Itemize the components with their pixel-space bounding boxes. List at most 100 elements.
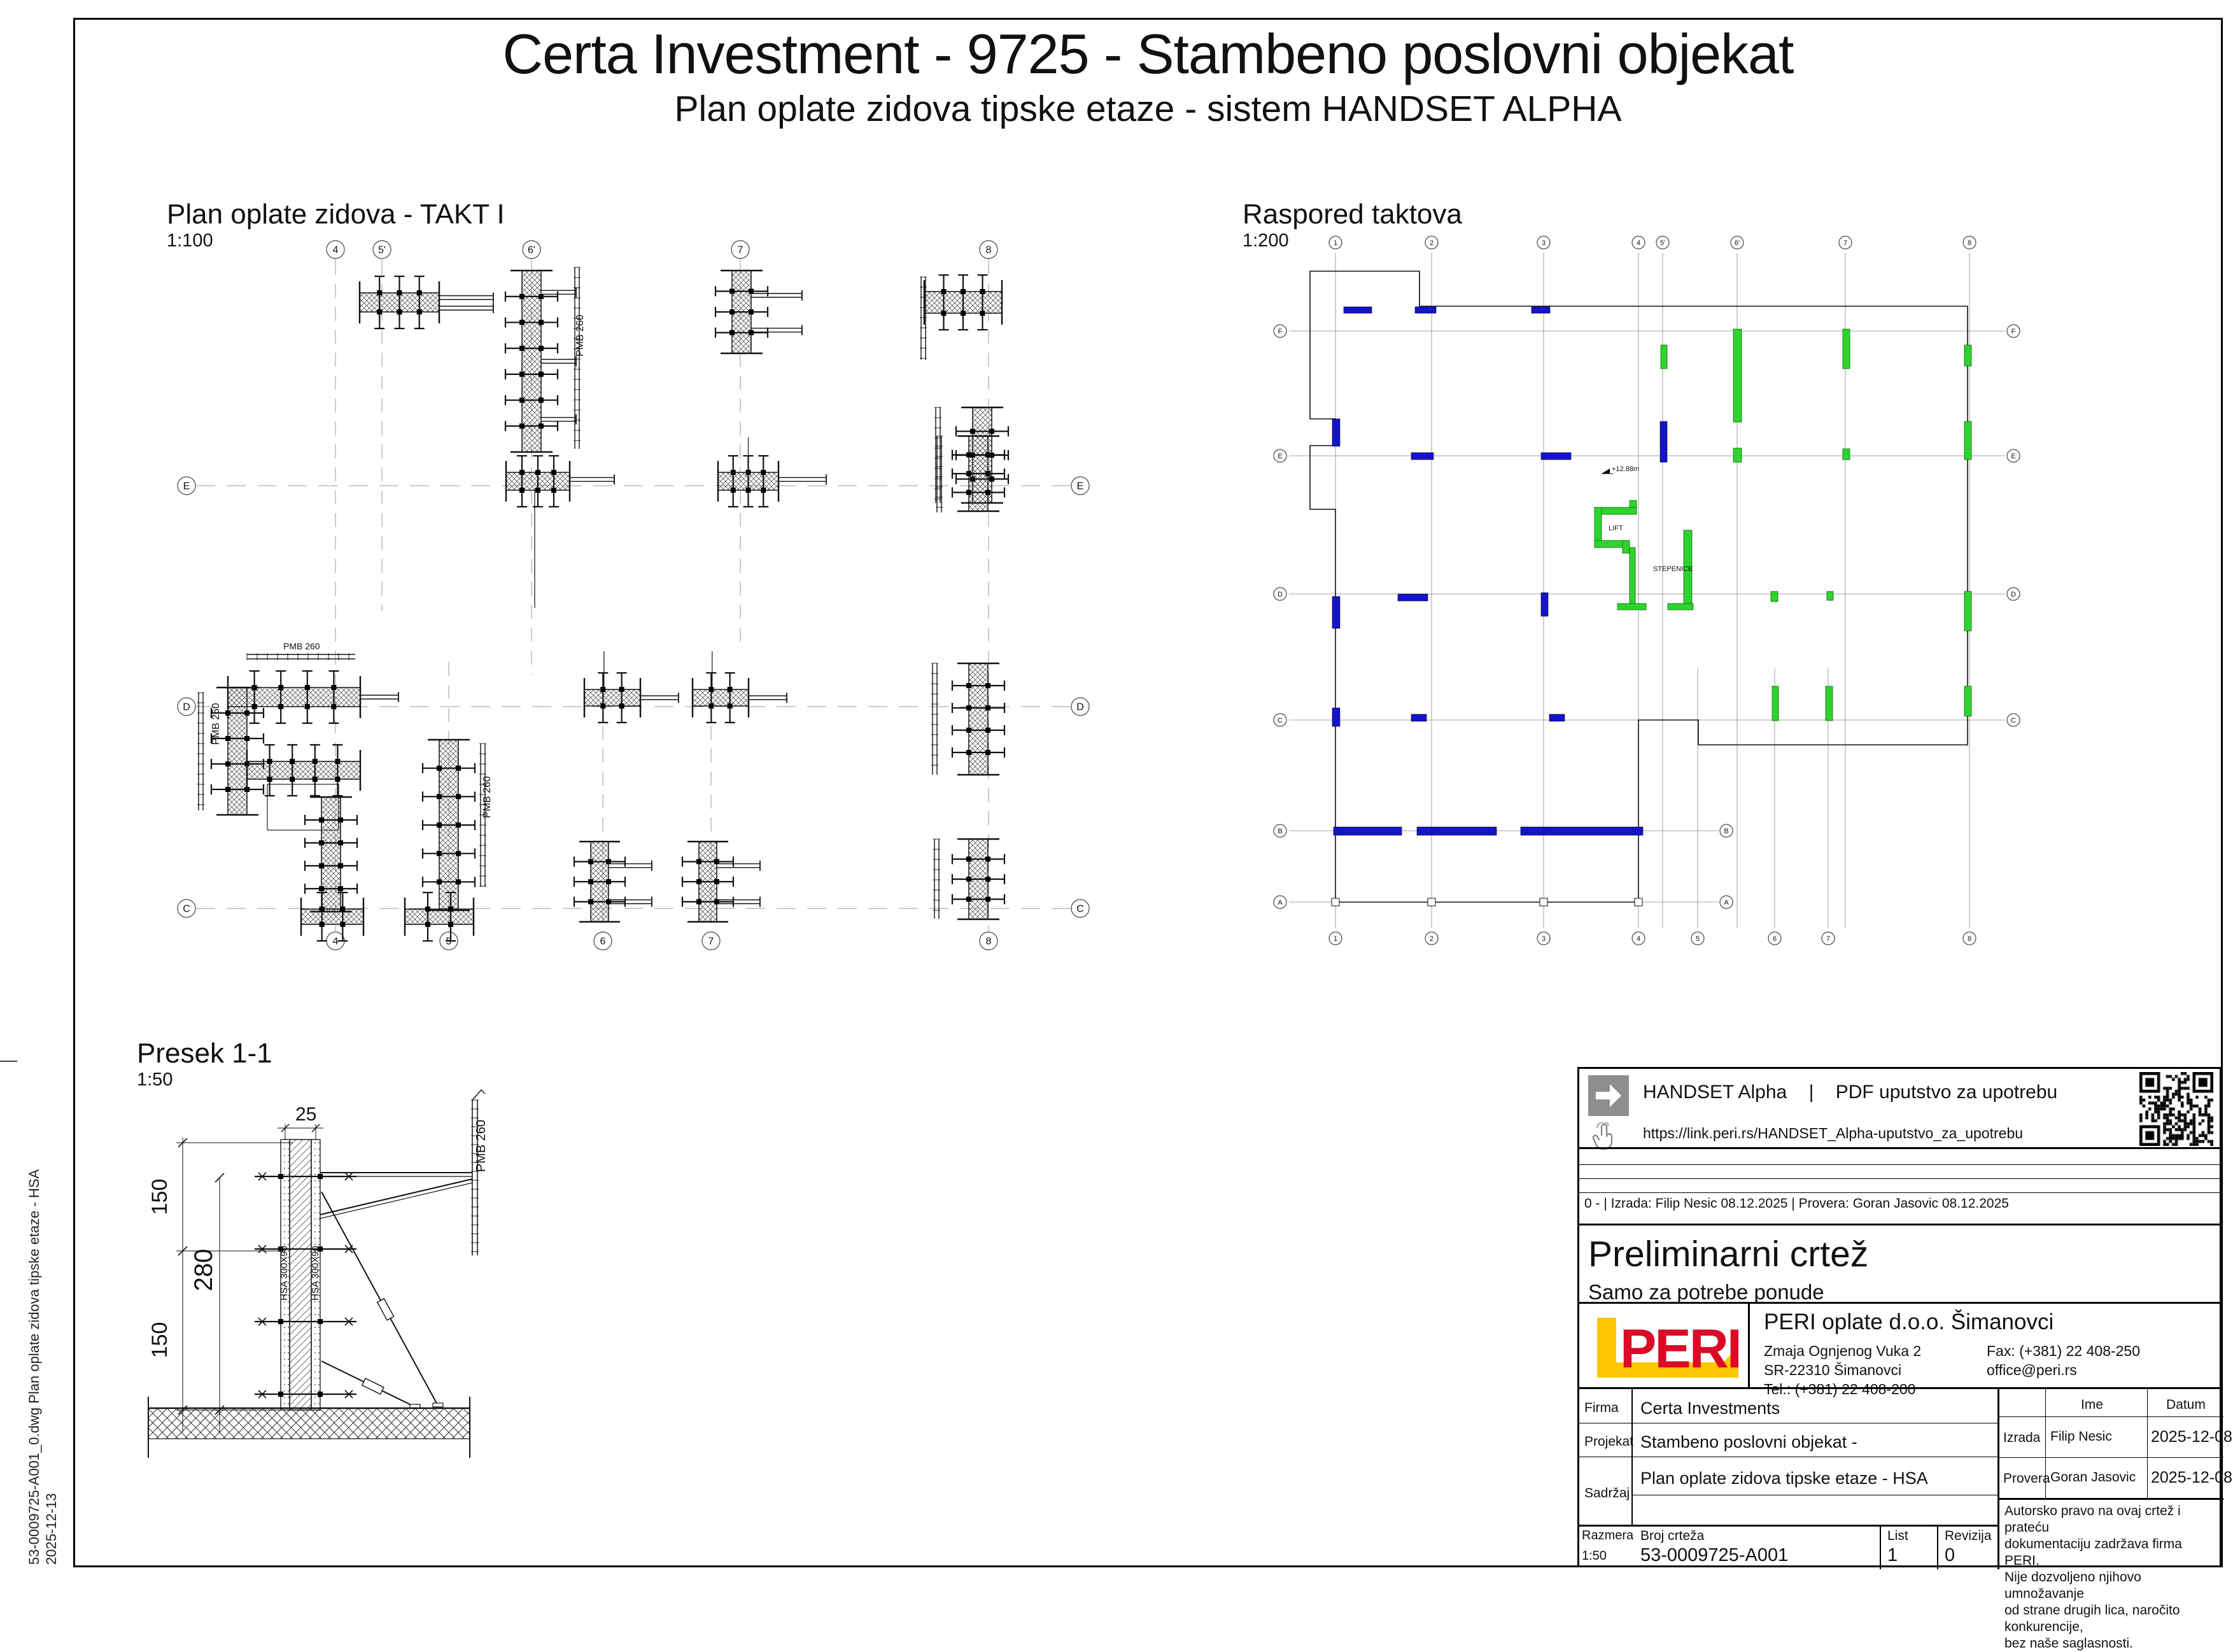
svg-text:5: 5 — [1696, 935, 1700, 943]
svg-text:STEPENICE: STEPENICE — [1653, 565, 1693, 573]
svg-text:C: C — [1278, 717, 1283, 724]
provera-label: Provera — [2003, 1471, 2050, 1486]
handset-divider: | — [1808, 1082, 1814, 1103]
svg-text:PMB 260: PMB 260 — [575, 314, 586, 357]
svg-text:280: 280 — [190, 1249, 218, 1292]
presek-title: Presek 1-1 — [137, 1038, 272, 1069]
svg-text:PMB 260: PMB 260 — [482, 776, 493, 818]
company-phone: Tel.: (+381) 22 408-200 — [1764, 1381, 1916, 1397]
svg-text:+12.88m: +12.88m — [1612, 465, 1639, 473]
copyright-note: Autorsko pravo na ovaj crtež i prateću do… — [2004, 1504, 2182, 1651]
qr-code — [2139, 1072, 2213, 1146]
status-title: Preliminarni crtež — [1588, 1234, 1869, 1274]
svg-text:F: F — [1278, 328, 1283, 335]
svg-text:F: F — [2011, 328, 2016, 335]
broj-label: Broj crteža — [1640, 1528, 1705, 1543]
provera-date: 2025-12-08 — [2151, 1469, 2232, 1486]
revision-row: 0 - | Izrada: Filip Nesic 08.12.2025 | P… — [1584, 1196, 2009, 1211]
svg-text:5': 5' — [378, 245, 386, 256]
arrow-icon — [1588, 1075, 1629, 1116]
raspored-scale: 1:200 — [1243, 230, 1289, 251]
revizija-value: 0 — [1945, 1545, 1955, 1565]
firma-label: Firma — [1584, 1401, 1619, 1415]
handset-doc-name: PDF uputstvo za upotrebu — [1835, 1082, 2058, 1103]
svg-text:LIFT: LIFT — [1609, 525, 1623, 532]
title-block: HANDSET Alpha | PDF uputstvo za upotrebu… — [1577, 1067, 2232, 1651]
sheet-frame — [73, 18, 2223, 1567]
click-hand-icon — [1591, 1121, 1616, 1155]
company-email[interactable]: office@peri.rs — [1987, 1362, 2077, 1378]
svg-text:150: 150 — [148, 1179, 172, 1215]
svg-text:6: 6 — [600, 936, 606, 947]
handset-url-link[interactable]: https://link.peri.rs/HANDSET_Alpha-uputs… — [1643, 1125, 2024, 1141]
svg-text:4: 4 — [333, 245, 339, 256]
presek-scale: 1:50 — [137, 1070, 173, 1090]
svg-text:4: 4 — [1637, 239, 1640, 247]
sadrzaj-value: Plan oplate zidova tipske etaze - HSA — [1640, 1469, 1928, 1488]
sheet-center-tick — [0, 1061, 17, 1062]
drawing-sheet: { "sheet": { "title": "Certa Investment … — [0, 18, 2232, 1651]
svg-text:2: 2 — [1430, 239, 1433, 247]
svg-text:B: B — [1724, 828, 1728, 835]
svg-text:1: 1 — [1334, 239, 1337, 247]
takt1-title: Plan oplate zidova - TAKT I — [167, 199, 505, 230]
svg-text:6': 6' — [528, 245, 535, 256]
svg-text:D: D — [1076, 702, 1084, 713]
svg-text:HSA 300X90: HSA 300X90 — [310, 1246, 321, 1301]
presek-drawing: 25 150 280 150 PMB 260 HSA 300X90 HSA 300X90 — [148, 1089, 488, 1458]
svg-text:E: E — [183, 481, 190, 492]
svg-text:4: 4 — [333, 936, 339, 947]
peri-logo-cell: PERI — [1579, 1304, 1750, 1389]
list-value: 1 — [1887, 1545, 1898, 1565]
peri-logo: PERI — [1597, 1318, 1742, 1380]
svg-text:8: 8 — [1968, 239, 1971, 247]
edge-file-note: 53-0009725-A001_0.dwg Plan oplate zidova… — [25, 1169, 60, 1565]
edge-file-date: 2025-12-13 — [43, 1493, 59, 1565]
razmera-value: 1:50 — [1582, 1549, 1607, 1563]
svg-text:D: D — [183, 702, 190, 713]
svg-text:25: 25 — [295, 1104, 316, 1125]
svg-text:1: 1 — [1334, 935, 1337, 943]
svg-text:8: 8 — [986, 936, 992, 947]
svg-text:PMB 260: PMB 260 — [474, 1120, 488, 1172]
svg-text:C: C — [2011, 717, 2016, 724]
approvals-col-datum: Datum — [2166, 1397, 2206, 1412]
izrada-label: Izrada — [2003, 1430, 2041, 1445]
svg-text:D: D — [2011, 591, 2016, 598]
svg-text:6: 6 — [1773, 935, 1777, 943]
svg-text:7: 7 — [738, 245, 743, 256]
svg-text:8: 8 — [986, 245, 992, 256]
svg-text:3: 3 — [1542, 239, 1546, 247]
svg-text:7: 7 — [1843, 239, 1847, 247]
status-subtitle: Samo za potrebe ponude — [1588, 1280, 1824, 1304]
approvals-col-ime: Ime — [2081, 1397, 2104, 1412]
svg-text:C: C — [183, 904, 190, 915]
projekat-label: Projekat — [1584, 1434, 1634, 1449]
revizija-label: Revizija — [1945, 1528, 1992, 1543]
svg-text:C: C — [1076, 904, 1084, 915]
edge-file-name: 53-0009725-A001_0.dwg Plan oplate zidova… — [26, 1169, 42, 1565]
svg-text:8: 8 — [1968, 935, 1971, 943]
page-subtitle: Plan oplate zidova tipske etaze - sistem… — [674, 88, 1622, 129]
svg-text:6': 6' — [1735, 239, 1740, 247]
handset-system-name: HANDSET Alpha — [1643, 1082, 1787, 1103]
takt1-scale: 1:100 — [167, 230, 213, 251]
svg-text:A: A — [1278, 899, 1283, 907]
company-address2: SR-22310 Šimanovci — [1764, 1362, 1902, 1378]
handset-info-box: HANDSET Alpha | PDF uputstvo za upotrebu… — [1579, 1069, 2220, 1150]
svg-text:HSA 300X90: HSA 300X90 — [279, 1246, 290, 1301]
svg-text:7: 7 — [1826, 935, 1830, 943]
svg-text:5': 5' — [1660, 239, 1665, 247]
svg-text:B: B — [1278, 828, 1282, 835]
razmera-label: Razmera — [1582, 1528, 1634, 1543]
izrada-name: Filip Nesic — [2050, 1429, 2112, 1444]
svg-text:A: A — [1724, 899, 1729, 907]
company-address1: Zmaja Ognjenog Vuka 2 — [1764, 1343, 1922, 1359]
page-title: Certa Investment - 9725 - Stambeno poslo… — [502, 22, 1794, 85]
company-fax: Fax: (+381) 22 408-250 — [1987, 1343, 2141, 1359]
projekat-value: Stambeno poslovni objekat - — [1640, 1432, 1857, 1451]
company-name: PERI oplate d.o.o. Šimanovci — [1764, 1310, 2054, 1334]
raspored-drawing: 1 2 3 4 5' 6' 7 8 1 2 3 4 5 6 7 8 F F E E D D C C B B A A LIFT STEPEN… — [1273, 236, 2020, 945]
svg-text:D: D — [1278, 591, 1283, 598]
